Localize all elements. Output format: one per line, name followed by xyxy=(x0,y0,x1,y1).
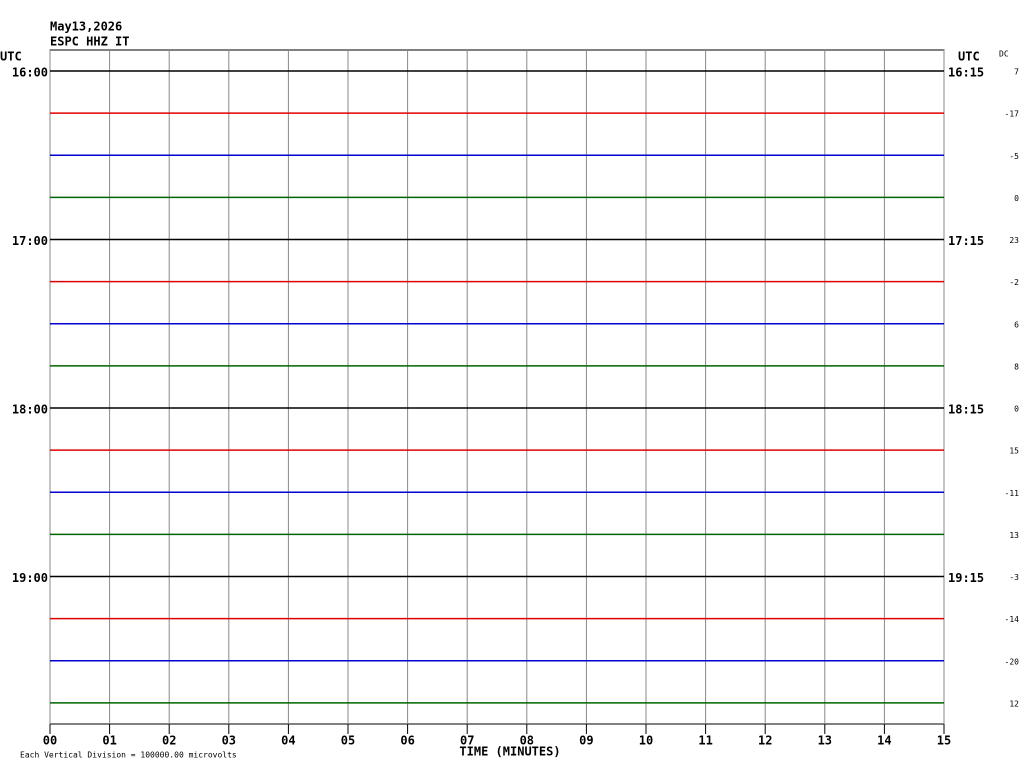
x-tick-label: 02 xyxy=(162,734,176,748)
left-time-label: 16:00 xyxy=(12,66,48,80)
x-tick-label: 14 xyxy=(877,734,891,748)
dc-value: 15 xyxy=(1009,447,1019,456)
x-tick-label: 06 xyxy=(400,734,414,748)
left-time-label: 17:00 xyxy=(12,234,48,248)
x-tick-label: 00 xyxy=(43,734,57,748)
plot-frame xyxy=(49,49,945,725)
dc-value: 23 xyxy=(1009,236,1019,245)
x-tick-label: 12 xyxy=(758,734,772,748)
dc-value: -14 xyxy=(1005,615,1020,624)
dc-value: 6 xyxy=(1014,320,1019,329)
dc-value: 0 xyxy=(1014,405,1019,414)
dc-value: 8 xyxy=(1014,362,1019,371)
x-axis-label: TIME (MINUTES) xyxy=(459,745,560,759)
dc-value: 12 xyxy=(1009,699,1019,708)
dc-label: DC xyxy=(999,50,1009,59)
x-tick-label: 04 xyxy=(281,734,295,748)
dc-value: 0 xyxy=(1014,194,1019,203)
left-time-label: 19:00 xyxy=(12,571,48,585)
x-tick-label: 01 xyxy=(102,734,116,748)
dc-value: -11 xyxy=(1005,489,1020,498)
station: ESPC HHZ IT xyxy=(50,35,129,49)
dc-value: -17 xyxy=(1005,110,1020,119)
right-time-label: 17:15 xyxy=(948,234,984,248)
date: May13,2026 xyxy=(50,20,122,34)
right-time-label: 19:15 xyxy=(948,571,984,585)
footnote: Each Vertical Division = 100000.00 micro… xyxy=(20,751,237,760)
right-time-label: 18:15 xyxy=(948,403,984,417)
x-tick-label: 09 xyxy=(579,734,593,748)
dc-value: 7 xyxy=(1014,68,1019,77)
x-tick-label: 13 xyxy=(818,734,832,748)
dc-value: -2 xyxy=(1009,278,1019,287)
dc-value: -3 xyxy=(1009,573,1019,582)
dc-value: -5 xyxy=(1009,152,1019,161)
x-tick-label: 05 xyxy=(341,734,355,748)
x-tick-label: 08 xyxy=(520,734,534,748)
x-tick-label: 07 xyxy=(460,734,474,748)
x-tick-label: 15 xyxy=(937,734,951,748)
right-axis-label: UTC xyxy=(958,50,980,64)
right-time-label: 16:15 xyxy=(948,66,984,80)
dc-value: 13 xyxy=(1009,531,1019,540)
dc-value: -20 xyxy=(1005,657,1020,666)
left-time-label: 18:00 xyxy=(12,403,48,417)
x-tick-label: 11 xyxy=(698,734,712,748)
x-tick-label: 10 xyxy=(639,734,653,748)
left-axis-label: UTC xyxy=(0,50,22,64)
x-tick-label: 03 xyxy=(222,734,236,748)
